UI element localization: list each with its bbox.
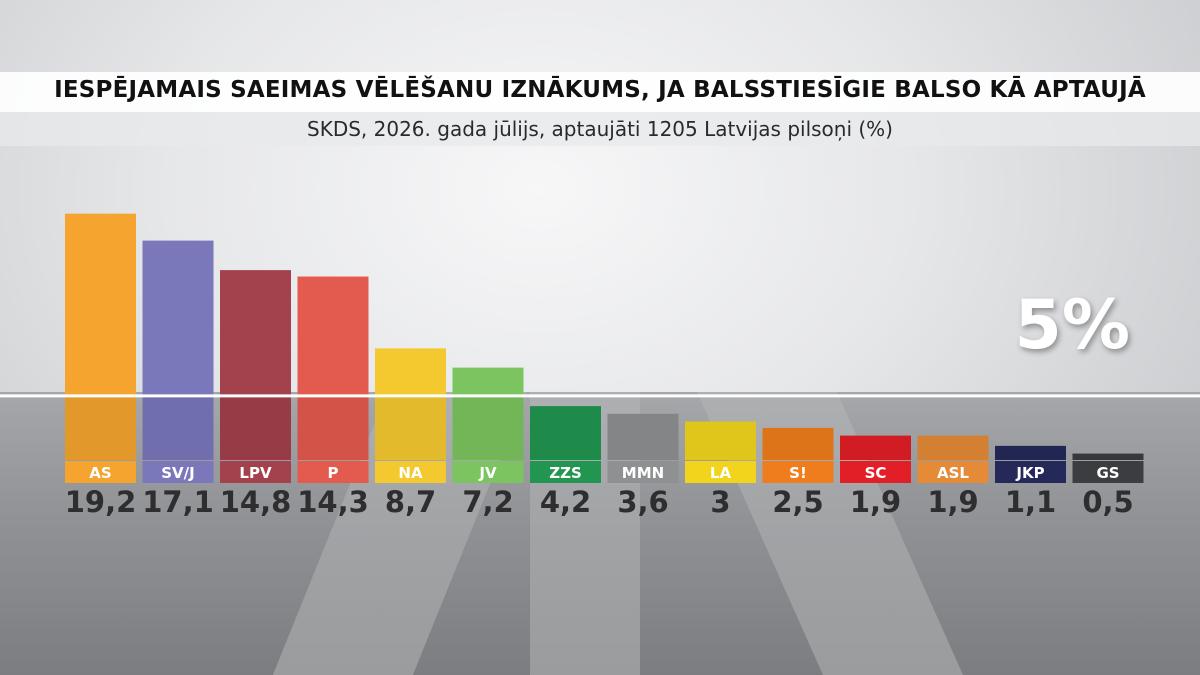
bar-shade xyxy=(530,406,601,460)
bar-la xyxy=(685,421,756,460)
category-tag xyxy=(375,461,446,483)
bar-p xyxy=(297,276,369,460)
value-label: 14,3 xyxy=(297,485,369,519)
bar-na xyxy=(375,348,446,460)
chart-title: IESPĒJAMAIS SAEIMAS VĒLĒŠANU IZNĀKUMS, J… xyxy=(54,77,1146,103)
category-label: JKP xyxy=(1015,464,1044,482)
bar-shade xyxy=(297,395,369,460)
category-tag xyxy=(220,461,291,483)
category-label: S! xyxy=(789,464,807,482)
threshold-label: 5% xyxy=(1014,286,1130,365)
category-tag xyxy=(297,461,369,483)
bar-asl xyxy=(917,435,989,460)
value-label: 0,5 xyxy=(1082,485,1133,519)
bar-shade xyxy=(220,395,291,460)
bar-shade xyxy=(65,395,136,460)
bar-svj xyxy=(142,240,214,460)
category-tag xyxy=(530,461,601,483)
category-label: LPV xyxy=(239,464,272,482)
category-label: NA xyxy=(398,464,423,482)
bar-shade xyxy=(685,421,756,460)
bar-shade xyxy=(762,427,834,460)
bar-s xyxy=(762,427,834,460)
bar-shade xyxy=(142,395,214,460)
bar-mmn xyxy=(607,413,679,460)
bar-sc xyxy=(840,435,911,460)
value-label: 4,2 xyxy=(540,485,591,519)
category-label: ASL xyxy=(937,464,969,482)
value-label: 7,2 xyxy=(462,485,513,519)
subtitle-bar: SKDS, 2026. gada jūlijs, aptaujāti 1205 … xyxy=(0,112,1200,146)
category-label: AS xyxy=(89,464,111,482)
category-label: SV/J xyxy=(161,464,194,482)
category-tag xyxy=(917,461,989,483)
value-label: 14,8 xyxy=(220,485,292,519)
title-bar: IESPĒJAMAIS SAEIMAS VĒLĒŠANU IZNĀKUMS, J… xyxy=(0,72,1200,112)
category-tag xyxy=(840,461,911,483)
bar-shade xyxy=(375,395,446,460)
chart-subtitle: SKDS, 2026. gada jūlijs, aptaujāti 1205 … xyxy=(307,117,893,141)
value-label: 1,1 xyxy=(1005,485,1056,519)
bar-zzs xyxy=(530,406,601,460)
category-labels-layer: AS SV/J LPV P NA JV ZZS MMN LA S! SC ASL JKP GS xyxy=(65,461,1144,483)
category-tag xyxy=(762,461,834,483)
value-label: 3,6 xyxy=(617,485,668,519)
bar-shade xyxy=(607,413,679,460)
category-tag xyxy=(685,461,756,483)
category-label: MMN xyxy=(622,464,664,482)
category-label: LA xyxy=(710,464,732,482)
bar-lpv xyxy=(220,270,291,460)
category-label: GS xyxy=(1096,464,1119,482)
category-tag xyxy=(995,461,1066,483)
value-label: 2,5 xyxy=(772,485,823,519)
bar-jv xyxy=(452,367,524,460)
bar-shade xyxy=(1072,453,1144,460)
category-tag xyxy=(142,461,214,483)
bar-shade xyxy=(995,445,1066,460)
value-label: 3 xyxy=(710,485,730,519)
category-label: JV xyxy=(478,464,497,482)
bar-shade xyxy=(452,395,524,460)
category-tag xyxy=(65,461,136,483)
value-label: 8,7 xyxy=(385,485,436,519)
bar-as xyxy=(65,213,136,460)
bars-layer xyxy=(65,213,1144,460)
category-label: P xyxy=(328,464,339,482)
bar-shade xyxy=(917,435,989,460)
value-label: 1,9 xyxy=(927,485,978,519)
category-tag xyxy=(452,461,524,483)
value-label: 17,1 xyxy=(142,485,214,519)
bar-jkp xyxy=(995,445,1066,460)
category-label: SC xyxy=(865,464,887,482)
category-tag xyxy=(1072,461,1144,483)
value-labels-layer: 19,2 17,1 14,8 14,3 8,7 7,2 4,2 3,6 3 2,5 1,9 1,9 1,… xyxy=(65,485,1134,519)
category-tag xyxy=(607,461,679,483)
value-label: 1,9 xyxy=(850,485,901,519)
bar-gs xyxy=(1072,453,1144,460)
category-label: ZZS xyxy=(549,464,582,482)
value-label: 19,2 xyxy=(65,485,137,519)
bar-shade xyxy=(840,435,911,460)
